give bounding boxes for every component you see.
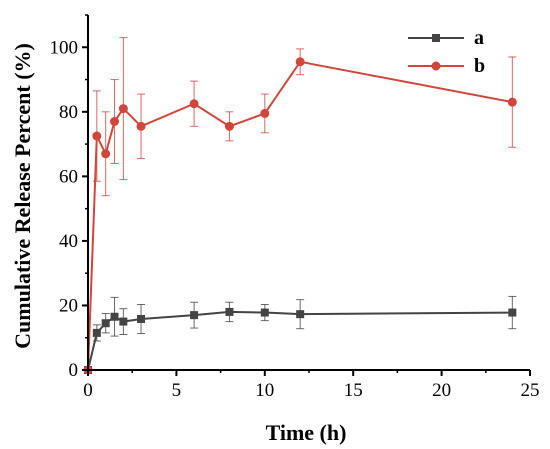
y-tick-label: 0 [69,360,79,381]
y-tick-label: 100 [50,37,79,58]
y-tick-label: 40 [59,231,78,252]
ticks: 0 5 10 15 20 25 0 20 40 60 80 100 [50,14,540,401]
data-point-b [224,121,234,131]
axes [87,15,530,371]
data-point-b [101,149,111,159]
x-tick-label: 10 [255,380,274,401]
error-bars [92,37,517,342]
x-tick-label: 15 [344,380,363,401]
x-tick-label: 20 [432,380,451,401]
data-point-a [137,315,146,324]
y-axis-label: Cumulative Release Percent (%) [10,43,35,349]
data-point-a [101,319,110,328]
series-markers [83,57,517,375]
data-point-a [110,312,119,321]
x-tick-label: 25 [521,380,540,401]
data-point-b [189,99,199,109]
y-tick-label: 80 [59,102,78,123]
x-tick-label: 0 [83,380,93,401]
data-point-a [508,308,517,317]
x-tick-label: 5 [172,380,182,401]
legend-marker-a [432,34,440,42]
data-point-b [507,97,517,107]
legend-label-a: a [474,27,484,49]
data-point-a [119,317,128,326]
data-point-b [110,117,120,126]
data-point-b [136,121,146,131]
data-point-b [92,131,102,141]
legend-label-b: b [474,55,485,77]
data-point-b [260,108,270,118]
data-point-a [92,328,101,337]
legend-marker-b [431,61,441,71]
data-point-a [296,310,305,319]
data-point-b [118,104,128,114]
y-tick-label: 20 [59,295,78,316]
legend: ab [408,27,485,77]
y-tick-label: 60 [59,166,78,187]
data-point-a [190,311,199,320]
data-point-a [260,308,269,317]
x-axis-label: Time (h) [266,420,347,445]
data-point-b [295,57,305,67]
data-point-a [225,307,234,316]
